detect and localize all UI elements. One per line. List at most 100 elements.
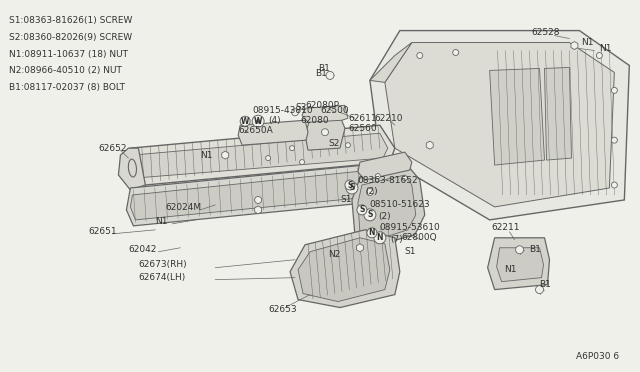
Text: N1: N1 [504, 265, 517, 274]
Text: 62210: 62210 [374, 114, 403, 123]
Text: S2:08360-82026(9) SCREW: S2:08360-82026(9) SCREW [9, 33, 132, 42]
Polygon shape [358, 175, 416, 242]
Circle shape [366, 189, 373, 195]
Text: 62560: 62560 [348, 124, 376, 133]
Polygon shape [488, 238, 550, 290]
Text: S: S [348, 180, 353, 189]
Text: N1: N1 [200, 151, 212, 160]
Text: (4): (4) [268, 116, 281, 125]
Circle shape [611, 137, 618, 143]
Circle shape [253, 116, 263, 126]
Polygon shape [358, 152, 412, 180]
Polygon shape [352, 168, 425, 248]
Circle shape [321, 129, 328, 136]
Text: 62674(LH): 62674(LH) [138, 273, 186, 282]
Text: N2:08966-40510 (2) NUT: N2:08966-40510 (2) NUT [9, 67, 122, 76]
Text: B1: B1 [315, 69, 327, 78]
Polygon shape [385, 42, 614, 207]
Text: 62024M: 62024M [165, 203, 202, 212]
Text: S1:08363-81626(1) SCREW: S1:08363-81626(1) SCREW [9, 16, 132, 25]
Circle shape [346, 143, 351, 148]
Circle shape [252, 115, 264, 127]
Circle shape [403, 176, 407, 180]
Circle shape [300, 160, 305, 164]
Circle shape [367, 228, 377, 238]
Polygon shape [221, 151, 228, 159]
Text: N1:08911-10637 (18) NUT: N1:08911-10637 (18) NUT [9, 49, 127, 58]
Text: 62080P: 62080P [305, 101, 339, 110]
Circle shape [357, 205, 367, 215]
Text: S1: S1 [340, 195, 351, 205]
Circle shape [346, 182, 358, 194]
Text: N: N [376, 233, 383, 242]
Circle shape [596, 52, 602, 58]
Text: 62800Q: 62800Q [402, 233, 438, 242]
Text: B1: B1 [529, 245, 541, 254]
Polygon shape [131, 133, 388, 178]
Polygon shape [370, 31, 629, 220]
Polygon shape [426, 141, 433, 149]
Text: W: W [241, 117, 250, 126]
Text: B1:08117-02037 (8) BOLT: B1:08117-02037 (8) BOLT [9, 83, 125, 92]
Text: 08363-81652: 08363-81652 [357, 176, 417, 185]
Polygon shape [545, 67, 572, 160]
Text: 08915-53610: 08915-53610 [380, 223, 440, 232]
Polygon shape [356, 244, 364, 252]
Text: S1: S1 [405, 247, 416, 256]
Polygon shape [302, 105, 348, 122]
Text: N1: N1 [156, 217, 168, 227]
Text: 62611: 62611 [348, 114, 376, 123]
Text: 62653: 62653 [268, 305, 297, 314]
Circle shape [364, 209, 376, 221]
Text: 08510-51623: 08510-51623 [369, 201, 429, 209]
Text: N: N [369, 228, 375, 237]
Text: S: S [367, 211, 372, 219]
Text: 62500: 62500 [320, 106, 349, 115]
Polygon shape [129, 125, 395, 185]
Circle shape [326, 71, 334, 79]
Text: S2: S2 [328, 139, 339, 148]
Circle shape [266, 155, 271, 161]
Text: 62042: 62042 [129, 245, 157, 254]
Polygon shape [238, 120, 308, 145]
Circle shape [345, 180, 355, 190]
Text: S: S [359, 205, 365, 214]
Polygon shape [255, 206, 262, 214]
Text: (2): (2) [365, 187, 378, 196]
Text: 62652: 62652 [99, 144, 127, 153]
Circle shape [536, 286, 543, 294]
Circle shape [289, 146, 294, 151]
Polygon shape [127, 162, 400, 226]
Polygon shape [290, 230, 400, 308]
Text: 62528: 62528 [532, 28, 560, 37]
Text: 62080: 62080 [300, 116, 329, 125]
Circle shape [256, 119, 260, 124]
Circle shape [516, 246, 524, 254]
Text: (7): (7) [390, 235, 403, 244]
Text: N1: N1 [600, 44, 612, 53]
Polygon shape [370, 42, 412, 82]
Text: S2: S2 [295, 103, 307, 112]
Polygon shape [305, 116, 345, 150]
Polygon shape [497, 248, 543, 282]
Text: 62650A: 62650A [238, 126, 273, 135]
Text: 62651: 62651 [88, 227, 117, 236]
Text: A6P030 6: A6P030 6 [576, 352, 620, 361]
Text: (2): (2) [378, 212, 390, 221]
Text: 62673(RH): 62673(RH) [138, 260, 187, 269]
Text: 08915-43810: 08915-43810 [252, 106, 313, 115]
Polygon shape [490, 68, 545, 165]
Circle shape [611, 182, 618, 188]
Circle shape [292, 109, 298, 116]
Text: N2: N2 [328, 250, 340, 259]
Text: W: W [254, 117, 262, 126]
Circle shape [452, 49, 459, 55]
Polygon shape [118, 148, 145, 190]
Circle shape [417, 52, 423, 58]
Circle shape [376, 174, 380, 179]
Polygon shape [131, 168, 394, 220]
Polygon shape [571, 42, 578, 49]
Text: B1: B1 [540, 280, 552, 289]
Circle shape [240, 116, 250, 126]
Circle shape [611, 87, 618, 93]
